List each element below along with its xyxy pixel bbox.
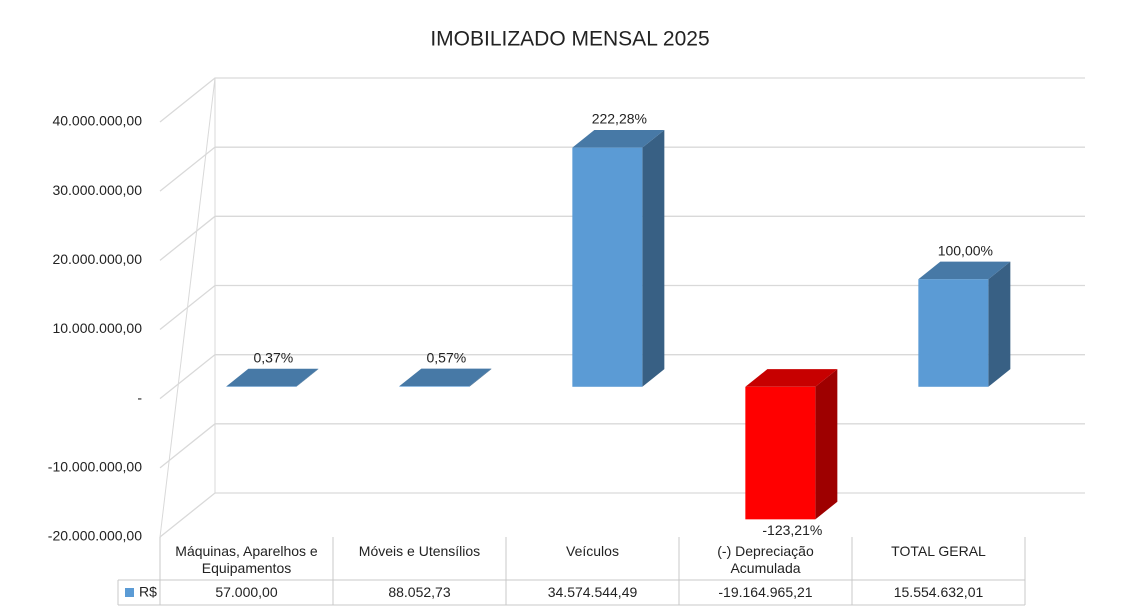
table-value-box: 57.000,00: [215, 584, 278, 600]
bar: [399, 386, 470, 387]
x-tick-label: Máquinas, Aparelhos e Equipamentos: [175, 543, 318, 576]
bar-side: [988, 261, 1011, 387]
point-label: 0,37%: [253, 349, 293, 365]
bar-top: [226, 368, 319, 387]
grid-line: [159, 146, 1085, 192]
bar-side: [296, 368, 319, 387]
bar-top: [572, 130, 665, 148]
grid-line: [159, 77, 1085, 123]
x-tick-label-box: Veículos: [566, 543, 619, 559]
point-label: -123,21%: [762, 522, 822, 538]
table-value: 15.554.632,01: [893, 584, 984, 600]
table-value: 88.052,73: [388, 584, 451, 600]
y-tick-label: 40.000.000,00: [52, 113, 142, 129]
bar: [745, 386, 816, 520]
grid-line: [159, 284, 1085, 331]
table-value: 57.000,00: [215, 584, 278, 600]
bar: [918, 279, 989, 387]
table-value: 34.574.544,49: [547, 584, 638, 600]
table-value-box: 34.574.544,49: [547, 584, 638, 600]
y-tick-label: -: [137, 389, 142, 405]
bar-top: [745, 369, 838, 387]
table-value-box: -19.164.965,21: [718, 584, 813, 600]
bar-top: [399, 368, 492, 387]
table-value-box: 88.052,73: [388, 584, 451, 600]
y-tick-label: 20.000.000,00: [52, 251, 142, 267]
grid-line: [159, 492, 1085, 538]
point-label: 0,57%: [426, 349, 466, 365]
table-value: -19.164.965,21: [718, 584, 813, 600]
x-tick-label-box: (-) Depreciação Acumulada: [717, 543, 814, 576]
x-tick-label-box: TOTAL GERAL: [891, 543, 986, 559]
legend-key: [125, 588, 134, 597]
y-tick-label: 10.000.000,00: [52, 320, 142, 336]
bar-side: [815, 369, 838, 520]
chart-title: IMOBILIZADO MENSAL 2025: [430, 28, 709, 51]
x-tick-label-box: Máquinas, Aparelhos e Equipamentos: [175, 543, 318, 576]
y-tick-label: -10.000.000,00: [48, 459, 142, 475]
legend-label: R$: [139, 584, 157, 600]
x-tick-label: TOTAL GERAL: [891, 543, 986, 559]
bar-top: [918, 261, 1011, 280]
bar-side: [642, 130, 665, 387]
bar: [572, 147, 643, 387]
grid-line: [159, 215, 1085, 261]
x-tick-label-box: Móveis e Utensílios: [358, 543, 481, 559]
point-label: 222,28%: [592, 111, 647, 127]
x-tick-label: (-) Depreciação Acumulada: [717, 543, 814, 576]
table-value-box: 15.554.632,01: [893, 584, 984, 600]
grid-line: [159, 423, 1085, 469]
grid-line: [159, 354, 1085, 400]
x-tick-label: Veículos: [566, 543, 619, 559]
point-label: 100,00%: [938, 242, 993, 258]
bar-side: [469, 368, 492, 387]
y-tick-label: 30.000.000,00: [52, 182, 142, 198]
y-tick-label: -20.000.000,00: [48, 528, 142, 544]
x-tick-label: Móveis e Utensílios: [358, 543, 481, 559]
